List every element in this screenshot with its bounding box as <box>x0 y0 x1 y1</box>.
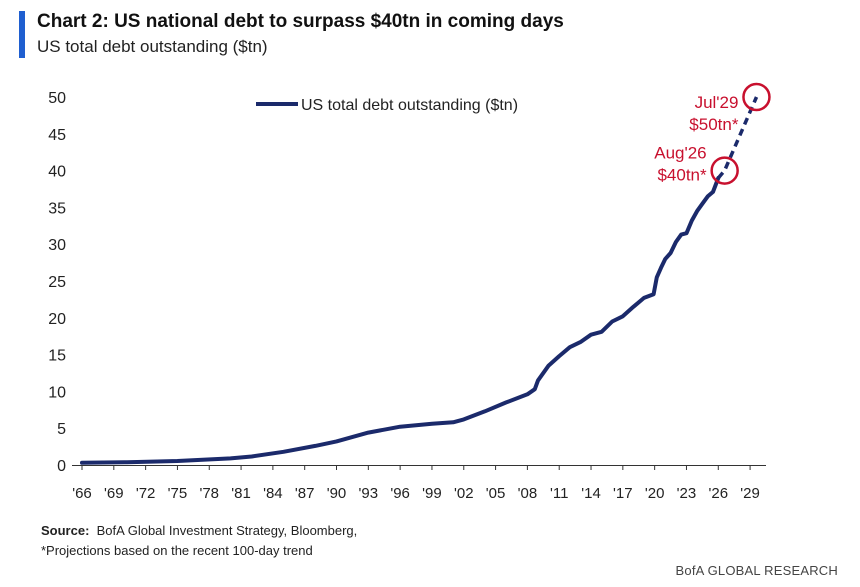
annotation-value: $50tn* <box>689 115 739 134</box>
y-tick-label: 30 <box>48 237 66 254</box>
y-tick-label: 10 <box>48 384 66 401</box>
x-tick-label: '20 <box>645 485 665 502</box>
debt-series-line <box>80 176 721 465</box>
accent-bar <box>19 11 25 58</box>
x-tick-label: '02 <box>454 485 474 502</box>
chart-title: Chart 2: US national debt to surpass $40… <box>37 11 564 32</box>
brand-logo-text: BofA GLOBAL RESEARCH <box>675 563 838 578</box>
y-tick-label: 0 <box>57 458 66 475</box>
annotation-value: $40tn* <box>657 166 707 185</box>
projection-note: *Projections based on the recent 100-day… <box>41 543 313 558</box>
x-tick-label: '26 <box>708 485 728 502</box>
x-tick-label: '93 <box>359 485 379 502</box>
x-tick-label: '05 <box>486 485 506 502</box>
y-tick-label: 15 <box>48 348 66 365</box>
x-tick-label: '69 <box>104 485 124 502</box>
x-tick-label: '72 <box>136 485 156 502</box>
x-tick-label: '84 <box>263 485 283 502</box>
x-tick-label: '08 <box>518 485 538 502</box>
source-note: Source: BofA Global Investment Strategy,… <box>41 523 357 538</box>
y-tick-label: 40 <box>48 164 66 181</box>
annotation-circle <box>742 82 771 112</box>
y-tick-label: 5 <box>57 421 66 438</box>
y-tick-label: 25 <box>48 274 66 291</box>
y-tick-label: 20 <box>48 311 66 328</box>
y-tick-label: 45 <box>48 127 66 144</box>
x-tick-label: '99 <box>422 485 442 502</box>
x-tick-label: '81 <box>231 485 251 502</box>
x-tick-label: '90 <box>327 485 347 502</box>
x-tick-label: '23 <box>677 485 697 502</box>
source-label: Source: <box>41 523 90 538</box>
source-text: BofA Global Investment Strategy, Bloombe… <box>96 523 358 538</box>
x-tick-label: '75 <box>168 485 188 502</box>
chart-subtitle: US total debt outstanding ($tn) <box>37 37 268 56</box>
annotation-date: Jul'29 <box>695 93 739 112</box>
x-tick-label: '78 <box>199 485 219 502</box>
x-tick-label: '96 <box>390 485 410 502</box>
x-tick-label: '14 <box>581 485 601 502</box>
projection-line <box>716 96 759 180</box>
x-tick-label: '11 <box>550 485 568 502</box>
x-tick-label: '17 <box>613 485 633 502</box>
annotation-circle <box>710 156 739 185</box>
x-tick-label: '29 <box>740 485 760 502</box>
y-tick-label: 50 <box>48 90 66 107</box>
x-tick-label: '66 <box>72 485 92 502</box>
annotation-date: Aug'26 <box>654 144 706 163</box>
x-tick-label: '87 <box>295 485 315 502</box>
legend-label: US total debt outstanding ($tn) <box>301 97 518 114</box>
y-tick-label: 35 <box>48 200 66 217</box>
